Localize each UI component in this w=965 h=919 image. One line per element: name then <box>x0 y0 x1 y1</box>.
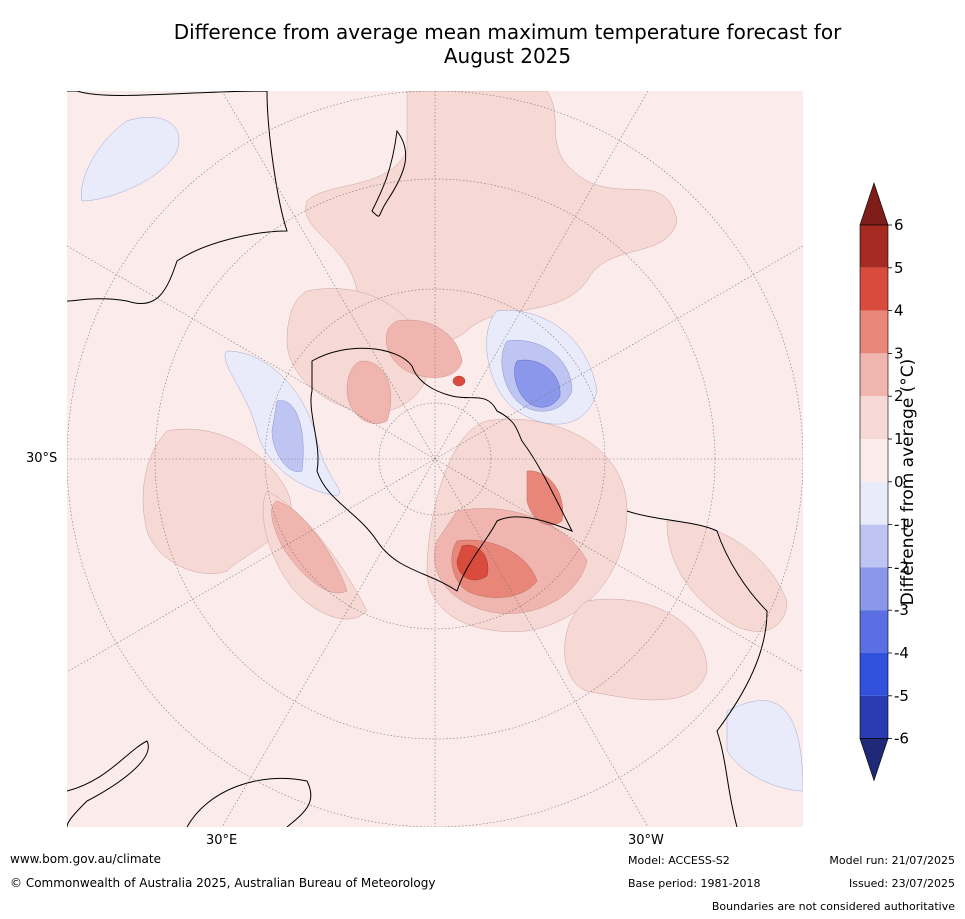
colorbar-tick-label: 2 <box>894 387 904 405</box>
colorbar-segment <box>860 610 888 653</box>
colorbar-segment <box>860 225 888 268</box>
footer-copyright: © Commonwealth of Australia 2025, Austra… <box>10 876 436 890</box>
footer-url[interactable]: www.bom.gov.au/climate <box>10 852 161 866</box>
map-title: Difference from average mean maximum tem… <box>0 20 965 68</box>
footer-issued: Issued: 23/07/2025 <box>848 877 955 890</box>
footer-base-period: Base period: 1981-2018 <box>628 877 761 890</box>
colorbar-segment <box>860 524 888 568</box>
colorbar-tick-label: -4 <box>894 644 909 662</box>
colorbar-segment <box>860 267 888 311</box>
footer-model: Model: ACCESS-S2 <box>628 854 730 867</box>
colorbar-tick-label: -6 <box>894 730 909 748</box>
colorbar-tick-label: -3 <box>894 601 909 619</box>
colorbar-tick-label: -2 <box>894 558 909 576</box>
lat-label-30s: 30°S <box>26 451 58 466</box>
colorbar-title: Difference from average (°C) <box>898 358 918 606</box>
colorbar-tick-label: 4 <box>894 302 904 320</box>
colorbar-tick-label: -5 <box>894 687 909 705</box>
colorbar-segment <box>860 310 888 354</box>
colorbar-segment <box>860 653 888 696</box>
colorbar-tick-label: 0 <box>894 473 904 491</box>
colorbar-tick-label: 3 <box>894 344 904 362</box>
colorbar: 6 5 4 3 2 1 0 -1 -2 -3 -4 -5 -6 <box>859 182 909 782</box>
colorbar-extend-bottom <box>859 738 889 782</box>
lon-label-30w: 30°W <box>628 833 664 848</box>
title-line-1: Difference from average mean maximum tem… <box>173 20 842 44</box>
title-line-2: August 2025 <box>443 44 572 68</box>
colorbar-extend-top <box>859 182 889 226</box>
colorbar-tick-label: -1 <box>894 516 909 534</box>
footer-disclaimer: Boundaries are not considered authoritat… <box>711 900 955 913</box>
graticule <box>67 91 803 827</box>
footer-model-run: Model run: 21/07/2025 <box>829 854 955 867</box>
anomaly-neg-2-3 <box>514 359 561 408</box>
colorbar-tick-label: 1 <box>894 430 904 448</box>
lon-label-30e: 30°E <box>206 833 238 848</box>
colorbar-segment <box>860 353 888 397</box>
anomaly-1-2 <box>142 91 788 701</box>
colorbar-segment <box>860 481 888 525</box>
colorbar-segment <box>860 396 888 439</box>
colorbar-tick-label: 6 <box>894 216 904 234</box>
colorbar-segment <box>860 439 888 482</box>
anomaly-4-5 <box>452 375 489 581</box>
colorbar-segment <box>860 567 888 611</box>
colorbar-tick-label: 5 <box>894 259 904 277</box>
colorbar-segment <box>860 695 888 739</box>
polar-map <box>67 91 803 827</box>
